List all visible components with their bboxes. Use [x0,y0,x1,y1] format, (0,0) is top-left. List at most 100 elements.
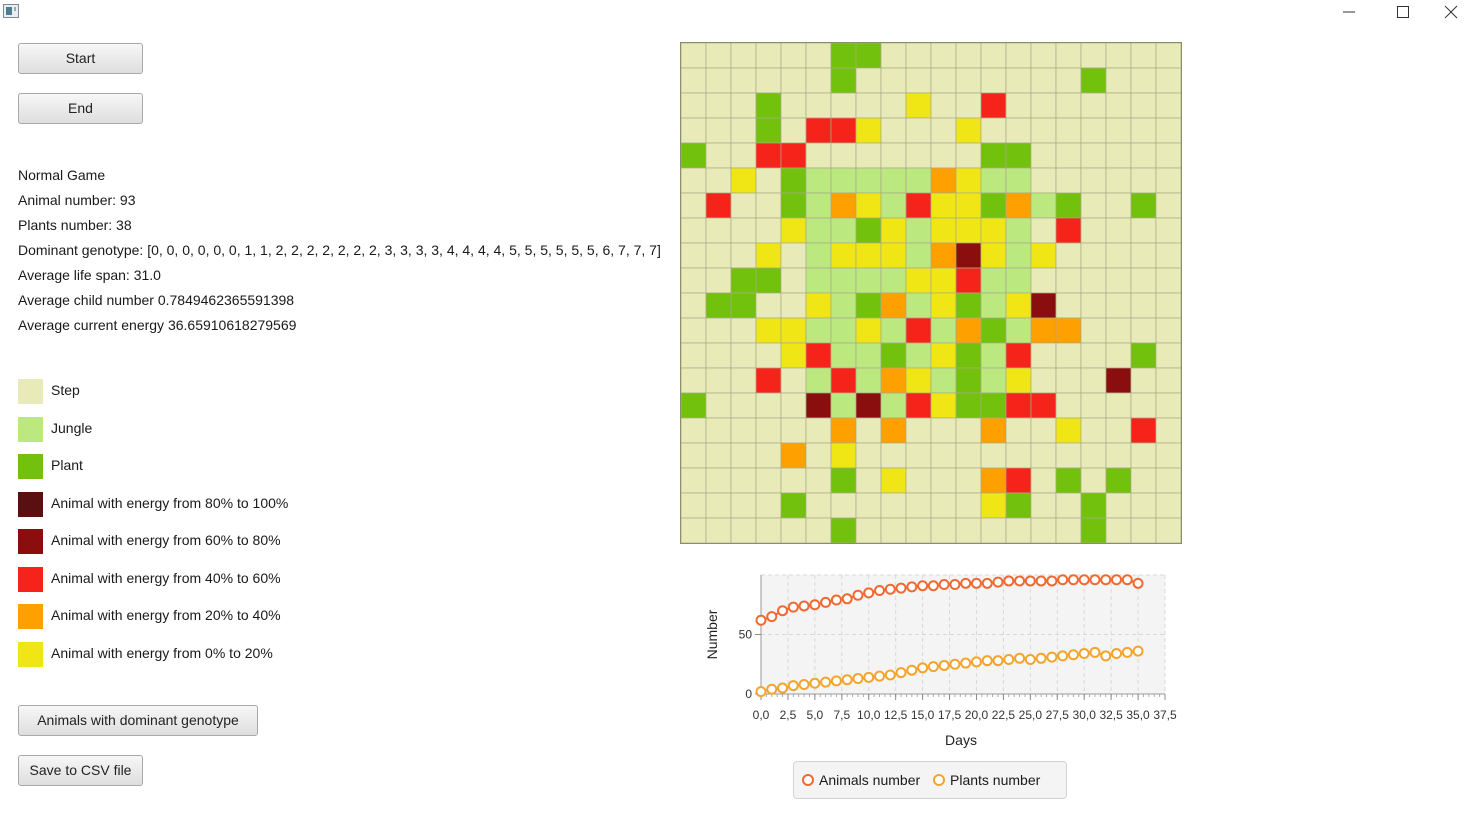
map-cell [1055,492,1082,519]
average-life-span-label: Average life span: 31.0 [18,267,161,283]
map-cell [755,217,782,244]
map-cell [680,92,707,119]
map-cell [855,367,882,394]
map-cell [1030,317,1057,344]
x-tick-label: 30,0 [1073,708,1097,722]
data-point [820,596,832,608]
map-cell [780,167,807,194]
map-cell [805,292,832,319]
data-point [981,655,993,667]
map-cell [1005,492,1032,519]
legend-swatch [18,642,43,667]
map-cell [1080,117,1107,144]
map-cell [1030,217,1057,244]
map-cell [730,267,757,294]
map-cell [680,142,707,169]
map-cell [855,67,882,94]
map-cell [1005,292,1032,319]
data-point [841,674,853,686]
data-point [874,584,886,596]
close-button[interactable] [1428,0,1472,24]
map-cell [905,417,932,444]
map-cell [705,67,732,94]
dominant-genotype-button[interactable]: Animals with dominant genotype [18,705,258,736]
map-cell [730,217,757,244]
map-cell [805,417,832,444]
map-cell [755,442,782,469]
map-cell [805,117,832,144]
data-point [1035,652,1047,664]
legend-label: Animal with energy from 60% to 80% [51,532,281,548]
map-cell [730,492,757,519]
map-cell [880,492,907,519]
average-current-energy-label: Average current energy 36.65910618279569 [18,317,297,333]
map-cell [680,167,707,194]
data-point [1132,577,1144,589]
map-cell [930,267,957,294]
map-cell [805,167,832,194]
map-cell [880,92,907,119]
map-cell [1105,392,1132,419]
data-point [1078,574,1090,586]
population-chart: 0,0 2,5 5,0 7,5 10,0 12,5 15,0 17,5 20,0 22,5 25,0… [704,574,1177,748]
start-button[interactable]: Start [18,43,143,74]
map-cell [1055,42,1082,69]
map-cell [1155,167,1182,194]
map-cell [1030,367,1057,394]
data-point [1024,575,1036,587]
data-point [787,601,799,613]
map-cell [1005,517,1032,544]
map-cell [905,292,932,319]
map-cell [830,42,857,69]
map-cell [980,367,1007,394]
map-cell [955,417,982,444]
data-point [1057,650,1069,662]
data-point [1121,574,1133,586]
map-cell [705,192,732,219]
map-cell [1005,367,1032,394]
map-cell [1080,492,1107,519]
map-cell [1030,492,1057,519]
data-point [787,680,799,692]
map-cell [730,517,757,544]
save-csv-button[interactable]: Save to CSV file [18,755,143,786]
map-cell [805,92,832,119]
map-cell [755,417,782,444]
map-cell [755,117,782,144]
map-cell [1155,292,1182,319]
map-cell [930,492,957,519]
map-cell [1105,117,1132,144]
map-cell [855,142,882,169]
map-cell [880,117,907,144]
map-cell [805,242,832,269]
minimize-button[interactable] [1326,0,1372,24]
map-cell [830,67,857,94]
map-cell [805,342,832,369]
map-cell [980,292,1007,319]
end-button[interactable]: End [18,93,143,124]
map-cell [955,317,982,344]
map-cell [1155,92,1182,119]
map-cell [1030,392,1057,419]
map-cell [905,92,932,119]
map-cell [705,392,732,419]
x-tick-label: 15,0 [911,708,935,722]
map-cell [905,517,932,544]
map-cell [1005,467,1032,494]
map-cell [755,367,782,394]
legend-swatch [18,379,43,404]
data-point [949,579,961,591]
map-cell [1055,467,1082,494]
data-point [895,667,907,679]
data-point [1089,574,1101,586]
map-cell [705,492,732,519]
map-cell [705,167,732,194]
maximize-button[interactable] [1380,0,1426,24]
map-cell [830,167,857,194]
map-cell [1155,192,1182,219]
map-cell [1005,217,1032,244]
map-cell [1130,392,1157,419]
map-cell [780,42,807,69]
map-cell [830,367,857,394]
map-cell [955,117,982,144]
